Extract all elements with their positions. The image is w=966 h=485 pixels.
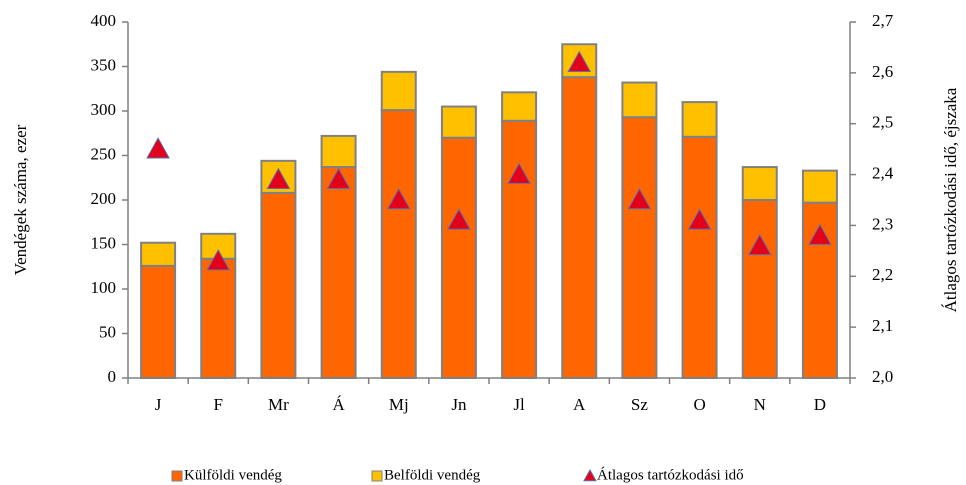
y-tick-label: 100 xyxy=(91,278,117,297)
x-tick-label: D xyxy=(814,395,826,414)
y-tick-label: 150 xyxy=(91,233,117,252)
y-tick-label: 50 xyxy=(99,322,116,341)
bar-segment xyxy=(380,70,417,112)
y-tick-label: 0 xyxy=(108,367,117,386)
legend-swatch xyxy=(583,468,597,482)
bar-segment xyxy=(621,116,658,379)
marker xyxy=(687,208,712,230)
y2-tick-label: 2,6 xyxy=(872,62,893,81)
bar-segment xyxy=(440,136,477,379)
y2-tick-label: 2,2 xyxy=(872,265,893,284)
bar-segment xyxy=(200,257,237,379)
legend-swatch xyxy=(371,470,383,482)
y2-tick-label: 2,3 xyxy=(872,214,893,233)
marker xyxy=(266,167,291,189)
x-tick-label: Mj xyxy=(389,395,409,414)
marker xyxy=(146,137,170,159)
marker xyxy=(627,187,652,210)
y2-tick-label: 2,5 xyxy=(872,113,893,132)
bar-segment xyxy=(501,91,538,122)
x-tick-label: A xyxy=(573,395,586,414)
x-tick-label: J xyxy=(155,395,162,414)
x-tick-label: N xyxy=(754,395,766,414)
bar-segment xyxy=(260,191,297,379)
bar-segment xyxy=(440,105,477,139)
y-tick-label: 400 xyxy=(91,11,117,30)
x-tick-label: F xyxy=(214,395,223,414)
y-tick-label: 300 xyxy=(91,100,117,119)
bar-segment xyxy=(320,134,357,169)
marker xyxy=(447,208,471,230)
x-tick-label: O xyxy=(693,395,705,414)
marker xyxy=(747,233,772,256)
bar-segment xyxy=(320,166,357,379)
bar-segment xyxy=(380,109,417,380)
y2-axis-title: Átlagos tartózkodási idő, éjszaka xyxy=(941,87,960,312)
y-tick-label: 250 xyxy=(91,144,117,163)
x-tick-label: Jl xyxy=(513,395,525,414)
bar-segment xyxy=(741,166,778,202)
legend-label: Átlagos tartózkodási idő xyxy=(597,466,744,483)
marker xyxy=(507,162,531,184)
y2-tick-label: 2,1 xyxy=(872,316,893,335)
x-tick-label: Á xyxy=(332,395,345,414)
bar-segment xyxy=(801,169,838,204)
bar-segment xyxy=(621,81,658,119)
legend-swatch xyxy=(171,470,183,482)
marker xyxy=(567,50,592,72)
bar-segment xyxy=(501,119,538,379)
y2-tick-label: 2,4 xyxy=(872,163,894,182)
y-tick-label: 350 xyxy=(91,55,117,74)
bar-segment xyxy=(681,101,718,138)
y-tick-label: 200 xyxy=(91,189,117,208)
x-tick-label: Sz xyxy=(631,395,648,414)
marker xyxy=(386,187,411,210)
bar-segment xyxy=(140,264,177,379)
x-tick-label: Mr xyxy=(268,395,289,414)
y-axis-title: Vendégek száma, ezer xyxy=(11,124,30,275)
bar-segment xyxy=(561,76,598,380)
bar-segment xyxy=(681,135,718,379)
y2-tick-label: 2,0 xyxy=(872,367,893,386)
x-tick-label: Jn xyxy=(451,395,467,414)
marker xyxy=(808,223,832,245)
marker xyxy=(326,167,351,189)
legend-label: Külföldi vendég xyxy=(184,467,282,483)
bar-segment xyxy=(741,199,778,379)
y2-tick-label: 2,7 xyxy=(872,11,894,30)
bar-segment xyxy=(140,241,177,267)
marker xyxy=(206,248,231,271)
bar-segment xyxy=(801,201,838,379)
legend-label: Belföldi vendég xyxy=(384,467,481,483)
